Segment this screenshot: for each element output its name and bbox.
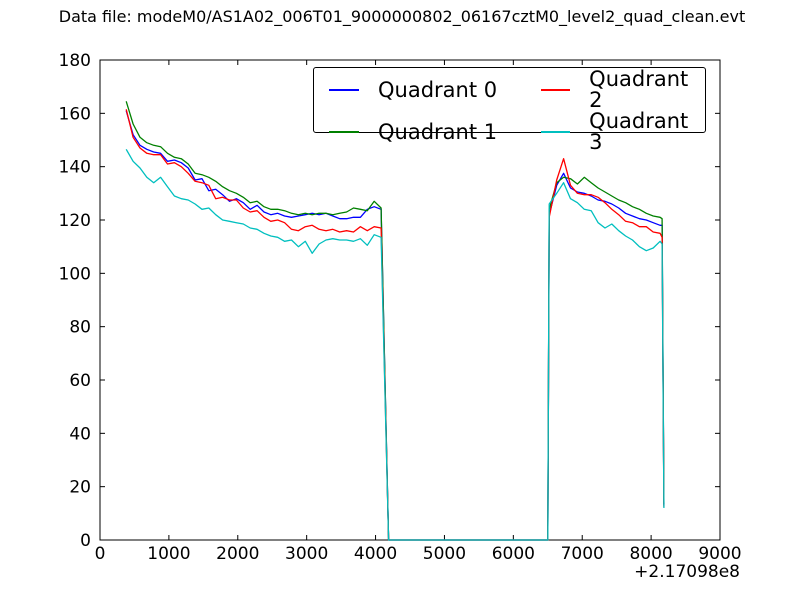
x-tick-label: 9000	[698, 544, 741, 564]
x-tick-label: 3000	[285, 544, 328, 564]
x-tick-label: 6000	[492, 544, 535, 564]
y-tick-label: 140	[59, 158, 91, 178]
x-tick-label: 1000	[147, 544, 190, 564]
legend-label: Quadrant 1	[378, 119, 498, 144]
x-tick-label: 7000	[561, 544, 604, 564]
legend-entry-quadrant-3: Quadrant 3	[541, 111, 705, 153]
series-line-quadrant-1	[125, 101, 665, 541]
legend-label: Quadrant 2	[589, 67, 689, 112]
legend-label: Quadrant 0	[378, 77, 498, 102]
y-tick-label: 60	[69, 371, 91, 391]
legend-line-sample	[541, 131, 571, 133]
series-line-quadrant-2	[125, 109, 665, 541]
x-tick-label: 0	[95, 544, 106, 564]
x-axis-offset-label: +2.17098e8	[634, 562, 740, 582]
series-line-quadrant-0	[125, 110, 665, 541]
x-tick-label: 5000	[423, 544, 466, 564]
legend-entry-quadrant-0: Quadrant 0	[329, 77, 541, 102]
y-tick-label: 180	[59, 51, 91, 71]
series-line-quadrant-3	[125, 148, 665, 541]
legend-label: Quadrant 3	[589, 109, 689, 154]
figure-title: Data file: modeM0/AS1A02_006T01_90000008…	[58, 7, 746, 26]
legend-line-sample	[329, 89, 359, 91]
legend-box: Quadrant 0 Quadrant 1 Quadrant 2 Quadrant 3	[313, 67, 706, 153]
x-tick-label: 4000	[354, 544, 397, 564]
x-tick-label: 2000	[216, 544, 259, 564]
legend-entry-quadrant-2: Quadrant 2	[541, 69, 705, 111]
y-tick-label: 120	[59, 211, 91, 231]
legend-line-sample	[541, 89, 571, 91]
y-tick-label: 0	[80, 531, 91, 551]
y-tick-label: 100	[59, 264, 91, 284]
y-tick-label: 160	[59, 104, 91, 124]
legend-entry-quadrant-1: Quadrant 1	[329, 119, 541, 144]
x-tick-label: 8000	[629, 544, 672, 564]
y-tick-label: 80	[69, 318, 91, 338]
legend-line-sample	[329, 131, 359, 133]
y-tick-label: 40	[69, 424, 91, 444]
y-tick-label: 20	[69, 478, 91, 498]
